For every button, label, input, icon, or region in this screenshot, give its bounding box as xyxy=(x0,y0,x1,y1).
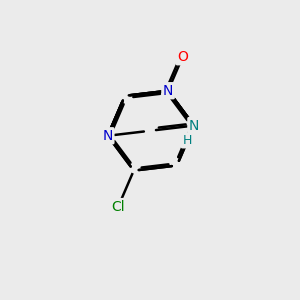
Text: H: H xyxy=(182,134,192,147)
Text: O: O xyxy=(177,50,188,64)
Text: N: N xyxy=(103,129,113,143)
Text: Cl: Cl xyxy=(111,200,125,214)
Text: N: N xyxy=(189,118,199,133)
Text: N: N xyxy=(163,84,173,98)
